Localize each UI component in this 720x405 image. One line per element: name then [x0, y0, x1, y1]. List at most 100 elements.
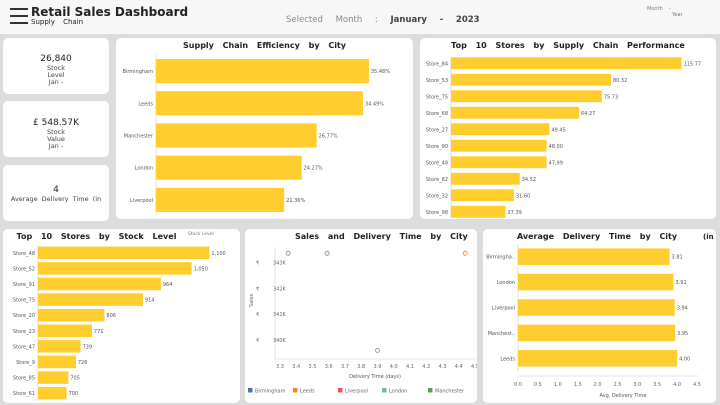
bar[interactable] — [518, 324, 676, 342]
bar[interactable] — [38, 371, 69, 384]
category-label: London — [497, 280, 515, 286]
legend-label[interactable]: Birmingham — [255, 389, 286, 395]
top-stores-stock-chart: Top 10 Stores by Stock Level Stock Level S… — [3, 229, 240, 403]
category-label: Store_75 — [426, 94, 448, 100]
bar[interactable] — [38, 308, 105, 322]
bar[interactable] — [451, 106, 580, 119]
data-label: 739 — [83, 344, 93, 350]
bar[interactable] — [451, 90, 602, 103]
data-label: 4.00 — [679, 356, 690, 362]
bar[interactable] — [38, 386, 67, 400]
bar[interactable] — [451, 123, 550, 136]
category-label: Store_9 — [16, 360, 35, 366]
currency-symbol: ₹ — [256, 286, 259, 292]
x-tick: 3.0 — [633, 382, 641, 388]
category-label: Birmingham — [123, 69, 154, 75]
kpi-value: 26,840 — [40, 54, 72, 64]
bar[interactable] — [156, 187, 285, 212]
currency-symbol: ₹ — [256, 312, 259, 318]
bar[interactable] — [156, 91, 363, 116]
bar[interactable] — [38, 324, 92, 338]
x-axis-label: Delivery Time (days) — [349, 374, 401, 380]
bar[interactable] — [38, 293, 143, 306]
x-tick: 4.5 — [693, 382, 701, 388]
bar[interactable] — [38, 277, 161, 291]
x-tick: 4.0 — [673, 382, 681, 388]
bar[interactable] — [451, 172, 520, 185]
bar[interactable] — [518, 248, 670, 265]
legend-label[interactable]: Leeds — [300, 389, 315, 395]
bar[interactable] — [518, 299, 675, 316]
category-label: Store_82 — [426, 177, 448, 183]
x-tick: 0.5 — [534, 382, 542, 388]
filter-month[interactable]: Month — [647, 6, 663, 12]
category-label: Store_48 — [426, 160, 448, 166]
data-label: 48.00 — [549, 144, 563, 150]
x-tick: 4.5 — [471, 364, 477, 370]
bar[interactable] — [451, 73, 611, 86]
scatter-point-leeds[interactable] — [462, 250, 468, 256]
data-label: 21.36% — [286, 198, 305, 204]
category-label: Store_47 — [13, 344, 35, 350]
legend-label[interactable]: Liverpool — [345, 389, 368, 395]
bar[interactable] — [451, 139, 547, 152]
category-label: Store_20 — [13, 313, 35, 319]
data-label: 1,050 — [194, 266, 208, 272]
data-label: 47.99 — [549, 160, 563, 166]
scatter-point-birmingham[interactable] — [375, 348, 380, 353]
bar[interactable] — [451, 156, 547, 169]
header: Retail Sales Dashboard Supply Chain Sele… — [0, 0, 720, 34]
legend-label[interactable]: London — [389, 389, 407, 395]
data-label: 34.49% — [365, 101, 384, 107]
chart-title: Supply Chain Efficiency by City — [183, 41, 346, 50]
data-label: 31.60 — [516, 193, 530, 199]
legend-label[interactable]: Manchester — [435, 389, 465, 395]
data-label: 49.45 — [551, 127, 565, 133]
bar[interactable] — [38, 246, 210, 260]
data-label: 3.91 — [676, 280, 687, 286]
bar[interactable] — [451, 205, 506, 218]
category-label: Manchester — [124, 134, 154, 140]
bar[interactable] — [451, 189, 514, 202]
x-tick: 3.9 — [374, 364, 382, 370]
title-overflow: (in — [703, 233, 714, 241]
bar[interactable] — [156, 155, 302, 180]
x-tick: 3.4 — [292, 364, 300, 370]
x-tick: 3.6 — [325, 364, 333, 370]
selected-period: Selected Month : January - 2023 — [286, 15, 480, 25]
bar[interactable] — [38, 262, 192, 275]
scatter-point-london[interactable] — [285, 250, 291, 256]
sales-delivery-scatter: Sales and Delivery Time by City 3.3 3.4 3.5… — [245, 229, 477, 403]
data-label: 705 — [70, 376, 80, 382]
filter-dash: - — [669, 6, 671, 12]
bar[interactable] — [38, 355, 76, 369]
legend-swatch — [293, 388, 298, 393]
filter-year[interactable]: Year — [672, 12, 683, 18]
colon: : — [374, 15, 378, 25]
category-label: Liverpool — [492, 306, 515, 312]
scatter-point-manchester[interactable] — [324, 250, 330, 256]
category-label: Birmingha.. — [486, 255, 515, 261]
bar[interactable] — [518, 350, 678, 367]
selected-label: Selected — [286, 15, 323, 25]
bar[interactable] — [156, 123, 317, 148]
bar[interactable] — [451, 57, 682, 70]
x-axis-label: Avg. Delivery Time — [599, 393, 646, 399]
month-year-filter[interactable]: Month - Year — [647, 6, 683, 18]
kpi-stock-value: £ 548.57K Stock Value Jan - — [3, 101, 109, 157]
hamburger-menu-icon[interactable] — [10, 8, 28, 29]
x-tick: 1.5 — [574, 382, 582, 388]
bar[interactable] — [38, 340, 81, 353]
data-label: 806 — [106, 313, 116, 319]
category-label: Store_90 — [426, 144, 448, 150]
y-tick: 342K — [273, 286, 287, 292]
top-stores-supply-chain-chart: Top 10 Stores by Supply Chain Performanc… — [420, 38, 716, 219]
x-tick: 0.0 — [514, 382, 522, 388]
y-tick: 343K — [273, 260, 287, 266]
data-label: 3.95 — [677, 331, 688, 337]
bar[interactable] — [156, 59, 369, 84]
x-tick: 3.5 — [309, 364, 317, 370]
data-label: 700 — [69, 391, 79, 397]
category-label: Store_27 — [426, 127, 448, 133]
bar[interactable] — [518, 273, 674, 291]
